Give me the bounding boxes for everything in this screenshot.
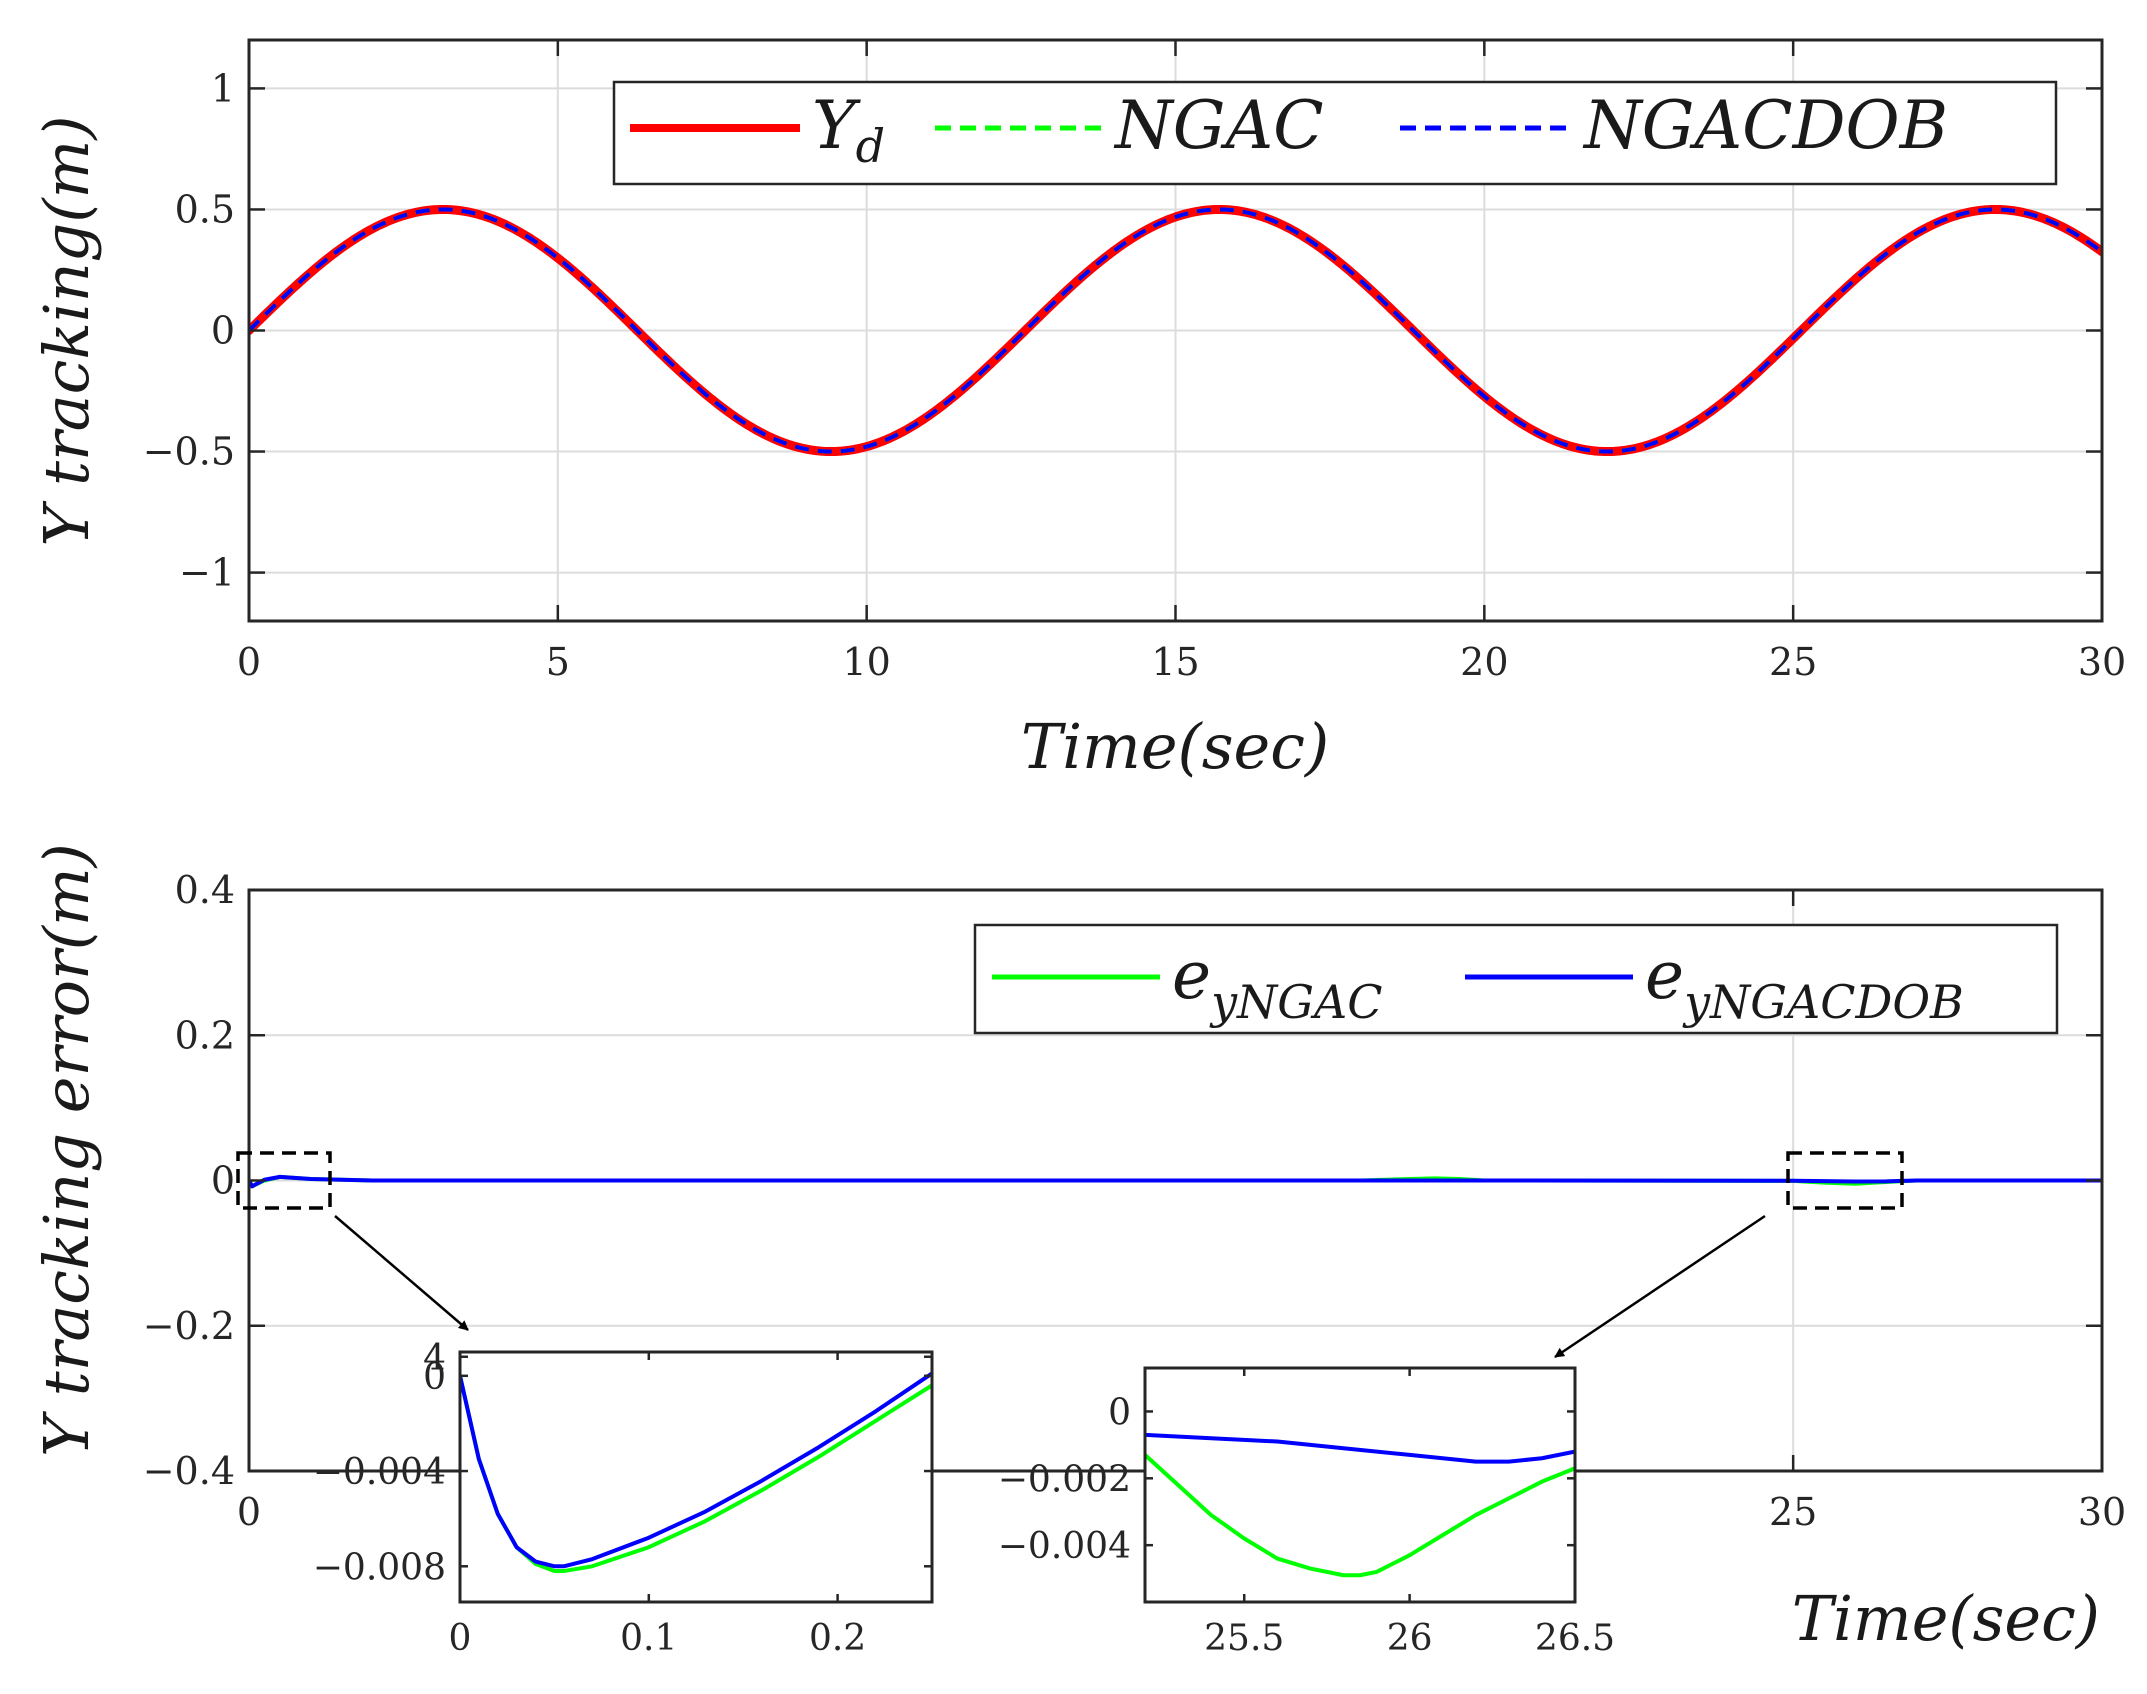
x-tick-label: 25.5 (1204, 1618, 1284, 1659)
inset-left-ticks: 0 0.1 0.240−0.004−0.008 (313, 1338, 932, 1659)
zoom-box-right (1786, 1151, 1904, 1210)
x-tick-label: 30 (2078, 1490, 2126, 1534)
inset-right-series (1145, 1432, 1575, 1578)
bottom-ticks: 0 25 30 −0.4 −0.2 0 0.2 0.4 (143, 868, 2126, 1534)
x-tick-label: 5 (546, 640, 570, 684)
x-tick-label: 0 (237, 1490, 261, 1534)
inset-left-frame (458, 1350, 934, 1604)
x-tick-label: 25 (1769, 1490, 1817, 1534)
series-line-e-yngacdob (460, 1371, 932, 1569)
zoom-box-left (236, 1151, 332, 1210)
legend-label-ngac: NGAC (1113, 87, 1324, 164)
series-line-e-yngac (1145, 1452, 1575, 1578)
x-tick-label: 20 (1460, 640, 1508, 684)
y-tick-label: −0.2 (143, 1304, 235, 1348)
y-tick-label: 1 (211, 66, 235, 110)
x-tick-label: 0 (237, 640, 261, 684)
zoom-arrow-left (334, 1215, 469, 1331)
x-tick-label: 0.1 (620, 1618, 677, 1659)
y-tick-label: 0 (211, 309, 235, 353)
inset-left: 0 0.1 0.240−0.004−0.008 (313, 1338, 934, 1659)
x-tick-label: 26.5 (1535, 1618, 1615, 1659)
series-line-e-yngacdob (1145, 1432, 1575, 1464)
x-tick-label: 10 (842, 640, 890, 684)
y-tick-label: 0 (423, 1357, 446, 1398)
bottom-legend: eyNGAC eyNGACDOB (973, 923, 2059, 1035)
legend-label-e-ngacdob: eyNGACDOB (1645, 937, 1964, 1029)
y-tick-label: 0.4 (175, 868, 235, 912)
x-tick-label: 26 (1387, 1618, 1433, 1659)
x-tick-label: 30 (2078, 640, 2126, 684)
legend-label-yd: Yd (812, 87, 885, 173)
y-tick-label: 4 (423, 1338, 446, 1379)
y-tick-label: 0 (211, 1159, 235, 1203)
x-tick-label: 25 (1769, 640, 1817, 684)
top-xlabel: Time(sec) (1021, 710, 1329, 783)
bottom-series (249, 1174, 2102, 1189)
y-tick-label: −0.002 (998, 1459, 1131, 1500)
inset-right: 25.5 26 26.5 0 −0.002 −0.004 (998, 1366, 1615, 1659)
y-tick-label: −0.004 (998, 1526, 1131, 1567)
zoom-arrow-right (1554, 1214, 1766, 1359)
series-line-e-yngacdob (249, 1174, 2102, 1189)
bottom-ylabel: Y tracking error(m) (30, 843, 103, 1457)
y-tick-label: 0 (1108, 1392, 1131, 1433)
inset-left-series (460, 1371, 932, 1574)
y-tick-label: −0.4 (143, 1449, 235, 1493)
y-tick-label: 0.2 (175, 1013, 235, 1057)
x-tick-label: 15 (1151, 640, 1199, 684)
top-legend: Yd NGAC NGACDOB (612, 80, 2058, 186)
y-tick-label: −1 (179, 551, 235, 595)
top-ticks: 0 5 10 15 20 25 30 −1 −0.5 0 0.5 1 (143, 40, 2126, 684)
x-tick-label: 0.2 (809, 1618, 866, 1659)
inset-right-frame (1143, 1366, 1577, 1604)
y-tick-label: −0.008 (313, 1547, 446, 1588)
y-tick-label: −0.5 (143, 430, 235, 474)
legend-label-ngacdob: NGACDOB (1582, 87, 1948, 164)
panel-top: 0 5 10 15 20 25 30 −1 −0.5 0 0.5 1 Time(sec) Y trac… (30, 38, 2126, 783)
top-series (249, 204, 2102, 457)
bottom-xlabel: Time(sec) (1792, 1582, 2100, 1655)
x-tick-label: 0 (449, 1618, 472, 1659)
top-ylabel: Y tracking(m) (30, 115, 103, 546)
series-line-ngacdob (249, 207, 2102, 454)
y-tick-label: 0.5 (175, 187, 235, 231)
panel-bottom: 0 25 30 −0.4 −0.2 0 0.2 0.4 Y tracking error(m)… (30, 843, 2126, 1659)
y-tick-label: −0.004 (313, 1452, 446, 1493)
legend-label-e-ngac: eyNGAC (1172, 937, 1382, 1029)
inset-right-ticks: 25.5 26 26.5 0 −0.002 −0.004 (998, 1368, 1615, 1659)
